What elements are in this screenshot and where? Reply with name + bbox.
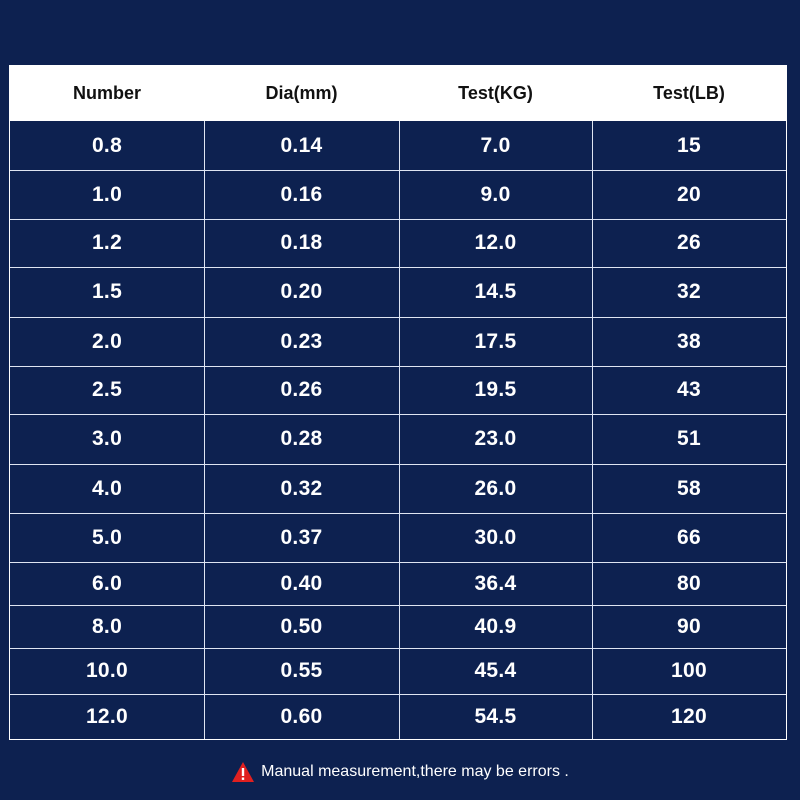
table-cell: 26 [677, 231, 701, 254]
table-cell: 38 [677, 329, 701, 353]
table-cell: 0.16 [280, 182, 323, 206]
spec-table: Number Dia(mm) Test(KG) Test(LB) 0.8 0.14 7.0 1… [9, 65, 787, 740]
table-cell: 0.14 [280, 133, 323, 157]
row-divider [10, 366, 786, 367]
table-cell: 40.9 [474, 614, 517, 638]
row-divider [10, 267, 786, 268]
column-header: Number [72, 83, 141, 103]
table-cell: 2.5 [91, 378, 123, 401]
row-divider [10, 219, 786, 220]
table-cell: 10.0 [85, 659, 129, 682]
table-cell: 23.0 [474, 427, 517, 450]
column-divider [592, 121, 593, 739]
table-cell: 1.0 [91, 182, 123, 206]
table-cell: 32 [677, 280, 701, 303]
table-cell: 3.0 [91, 427, 123, 450]
table-cell: 4.0 [91, 476, 123, 500]
table-cell: 7.0 [480, 133, 511, 157]
row-divider [10, 317, 786, 318]
table-cell: 51 [677, 427, 701, 450]
table-cell: 0.26 [280, 378, 323, 401]
row-divider [10, 513, 786, 514]
warning-icon [231, 761, 255, 783]
column-header: Test(KG) [458, 83, 533, 103]
table-header-row [10, 66, 786, 121]
table-cell: 120 [671, 704, 707, 728]
table-cell: 26.0 [474, 476, 517, 500]
row-divider [10, 414, 786, 415]
table-cell: 66 [677, 525, 701, 549]
table-cell: 2.0 [91, 329, 123, 353]
table-cell: 0.37 [280, 525, 323, 549]
table-cell: 0.32 [280, 476, 323, 500]
table-cell: 0.28 [280, 427, 323, 450]
table-cell: 14.5 [474, 280, 517, 303]
table-cell: 8.0 [91, 614, 123, 638]
table-cell: 1.5 [91, 280, 123, 303]
table-cell: 17.5 [474, 329, 517, 353]
footer-text: Manual measurement,there may be errors . [261, 763, 569, 780]
table-cell: 43 [677, 378, 701, 401]
table-cell: 45.4 [474, 659, 517, 682]
table-cell: 0.8 [91, 133, 123, 157]
row-divider [10, 648, 786, 649]
table-cell: 36.4 [474, 571, 517, 595]
table-cell: 30.0 [474, 525, 517, 549]
row-divider [10, 170, 786, 171]
table-cell: 19.5 [474, 378, 517, 401]
table-cell: 100 [671, 659, 707, 682]
table-cell: 0.40 [280, 571, 323, 595]
table-cell: 0.60 [280, 704, 323, 728]
table-cell: 90 [677, 614, 701, 638]
row-divider [10, 694, 786, 695]
table-cell: 12.0 [474, 231, 517, 254]
row-divider [10, 562, 786, 563]
table-cell: 80 [677, 571, 701, 595]
table-cell: 9.0 [480, 182, 511, 206]
table-cell: 0.23 [280, 329, 323, 353]
column-divider [399, 121, 400, 739]
table-cell: 5.0 [91, 525, 123, 549]
table-cell: 12.0 [85, 704, 129, 728]
row-divider [10, 605, 786, 606]
column-header: Test(LB) [653, 83, 725, 103]
row-divider [10, 464, 786, 465]
table-cell: 1.2 [91, 231, 123, 254]
table-cell: 0.20 [280, 280, 323, 303]
table-cell: 54.5 [474, 704, 517, 728]
column-header: Dia(mm) [265, 83, 338, 103]
table-cell: 0.50 [280, 614, 323, 638]
table-cell: 6.0 [91, 571, 123, 595]
table-cell: 15 [677, 133, 701, 157]
table-cell: 0.55 [280, 659, 323, 682]
table-cell: 0.18 [280, 231, 323, 254]
footer-note: Manual measurement,there may be errors . [0, 758, 800, 786]
table-cell: 20 [677, 182, 701, 206]
table-cell: 58 [677, 476, 701, 500]
column-divider [204, 121, 205, 739]
